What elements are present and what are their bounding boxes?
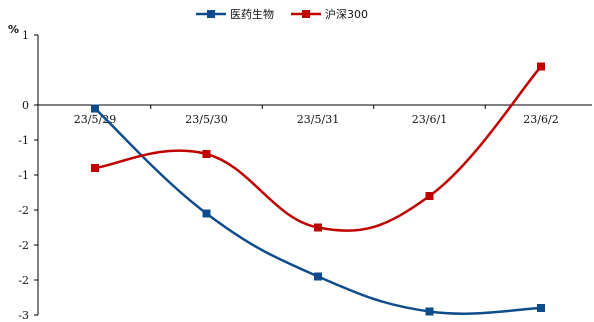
data-point-marker <box>202 150 211 158</box>
y-unit-label: % <box>8 23 19 36</box>
y-tick-label: -2 <box>18 274 29 287</box>
axes: 1 0 -1 -1 -2 -2 -2 -3 23/5/29 23/5/30 23/5/31 23/6/… <box>18 29 592 322</box>
data-point-marker <box>537 304 545 312</box>
series-2 <box>91 62 545 232</box>
y-tick-label: -2 <box>18 239 29 252</box>
y-tick-label: -3 <box>18 309 29 322</box>
data-point-marker <box>314 272 322 281</box>
x-tick-label: 23/6/1 <box>412 113 447 126</box>
data-point-marker <box>314 223 322 232</box>
data-point-marker <box>202 209 211 218</box>
legend-item-1: 医药生物 <box>196 7 274 21</box>
x-tick-label: 23/6/2 <box>523 113 558 126</box>
y-tick-label: 0 <box>22 99 29 112</box>
legend-swatch-marker <box>207 10 215 18</box>
y-tick-label: -1 <box>18 134 29 147</box>
series-line <box>94 107 542 315</box>
x-tick-label: 23/5/29 <box>74 113 116 126</box>
data-point-marker <box>537 62 545 71</box>
legend-label: 医药生物 <box>230 7 274 21</box>
x-tick-label: 23/5/30 <box>185 113 227 126</box>
y-tick-label: -1 <box>18 169 29 182</box>
y-tick-label: 1 <box>22 29 29 42</box>
data-point-marker <box>91 164 99 172</box>
series-layer <box>91 62 545 316</box>
legend-item-2: 沪深300 <box>291 7 368 21</box>
legend-label: 沪深300 <box>325 7 368 21</box>
data-point-marker <box>425 192 434 200</box>
legend: 医药生物 沪深300 <box>196 7 368 21</box>
series-1 <box>91 104 545 316</box>
series-line <box>94 65 542 232</box>
data-point-marker <box>425 307 434 316</box>
x-tick-label: 23/5/31 <box>297 113 339 126</box>
legend-swatch-marker <box>302 10 310 18</box>
y-tick-label: -2 <box>18 204 29 217</box>
data-point-marker <box>91 104 99 113</box>
